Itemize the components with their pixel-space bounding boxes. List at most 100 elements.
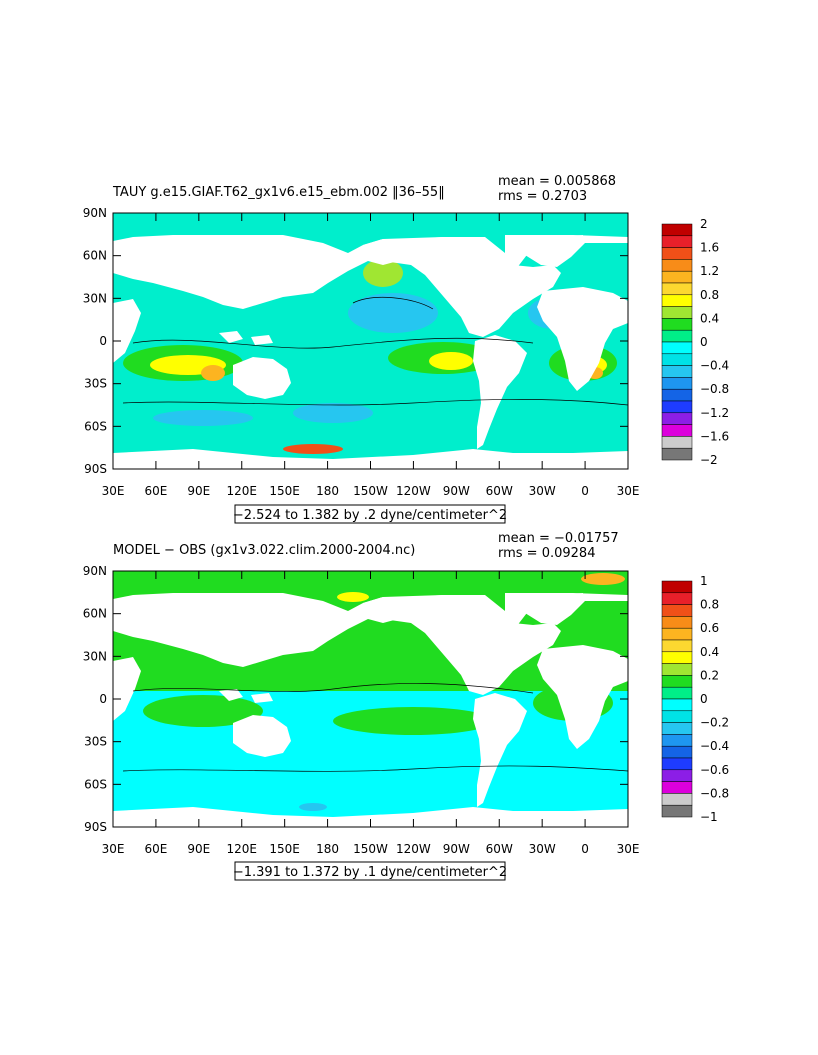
colorbar-swatch (661, 270, 693, 284)
x-tick-label: 90E (187, 484, 210, 498)
panel2-y-ticks: 90N 60N 30N 0 30S 60S 90S (83, 564, 628, 834)
y-tick-label: 30N (83, 291, 107, 305)
colorbar-swatch (661, 306, 693, 319)
y-tick-label: 30S (84, 377, 107, 391)
colorbar-swatch (661, 722, 693, 735)
x-tick-label: 120E (227, 842, 258, 856)
colorbar-swatch (661, 639, 693, 653)
colorbar-swatch (661, 247, 693, 260)
colorbar-label: 0.4 (700, 645, 719, 659)
colorbar-swatch (661, 353, 693, 366)
x-tick-label: 180 (316, 842, 339, 856)
colorbar-swatch (661, 616, 693, 629)
y-tick-label: 90N (83, 206, 107, 220)
panel1-mean: mean = 0.005868 (498, 174, 616, 189)
colorbar-swatch (661, 793, 693, 806)
panel1-range-label: −2.524 to 1.382 by .2 dyne/centimeter^2 (233, 508, 507, 523)
colorbar-label: 0 (700, 692, 708, 706)
panel2-field-patch (143, 695, 263, 727)
panel1-x-ticks: 30E 60E 90E 120E 150E 180 150W 120W 90W 60W 30W 0 30… (102, 213, 639, 498)
y-tick-label: 0 (99, 692, 107, 706)
colorbar-label: −0.4 (700, 359, 729, 373)
colorbar-label: −1 (700, 810, 718, 824)
colorbar-label: 0 (700, 335, 708, 349)
colorbar-label: −1.6 (700, 429, 729, 443)
y-tick-label: 0 (99, 334, 107, 348)
y-tick-label: 60N (83, 249, 107, 263)
colorbar-swatch (661, 769, 693, 782)
x-tick-label: 120W (396, 842, 431, 856)
colorbar-label: 0.8 (700, 598, 719, 612)
y-tick-label: 90S (84, 462, 107, 476)
colorbar-swatch (661, 686, 693, 700)
colorbar-swatch (661, 627, 693, 641)
colorbar-label: −1.2 (700, 406, 729, 420)
x-tick-label: 60W (486, 842, 513, 856)
x-tick-label: 0 (581, 484, 589, 498)
colorbar-swatch (661, 745, 693, 759)
colorbar-label: 2 (700, 217, 708, 231)
colorbar-swatch (661, 580, 693, 594)
panel1-field-patch (283, 444, 343, 454)
colorbar-label: 1.2 (700, 264, 719, 278)
x-tick-label: 60E (144, 484, 167, 498)
colorbar-swatch (661, 282, 693, 296)
colorbar-swatch (661, 259, 693, 272)
colorbar-swatch (661, 447, 693, 461)
colorbar-swatch (661, 592, 693, 605)
panel1-field-patch (293, 403, 373, 423)
x-tick-label: 30W (529, 842, 556, 856)
colorbar-swatch (661, 675, 693, 688)
colorbar-label: −0.8 (700, 786, 729, 800)
y-tick-label: 90S (84, 820, 107, 834)
colorbar-swatch (661, 663, 693, 676)
colorbar-swatch (661, 412, 693, 425)
panel1-field-patch (429, 352, 473, 370)
y-tick-label: 90N (83, 564, 107, 578)
panel2-field-patch (337, 592, 369, 602)
panel2-field-patch (299, 803, 327, 811)
colorbar-swatch (661, 757, 693, 771)
colorbar-swatch (661, 223, 693, 237)
colorbar-label: 0.8 (700, 288, 719, 302)
y-tick-label: 30N (83, 649, 107, 663)
x-tick-label: 90E (187, 842, 210, 856)
colorbar-label: 1.6 (700, 241, 719, 255)
colorbar-label: −0.4 (700, 739, 729, 753)
x-tick-label: 150W (353, 484, 388, 498)
panel1-field-patch (348, 293, 438, 333)
x-tick-label: 120W (396, 484, 431, 498)
colorbar-swatch (661, 365, 693, 378)
colorbar-swatch (661, 424, 693, 437)
panel1-rms: rms = 0.2703 (498, 189, 587, 204)
colorbar-swatch (661, 804, 693, 818)
colorbar-swatch (661, 436, 693, 449)
colorbar-swatch (661, 388, 693, 402)
colorbar-label: −0.2 (700, 716, 729, 730)
colorbar-swatch (661, 341, 693, 355)
colorbar-swatch (661, 781, 693, 794)
panel2-colorbar: 1 0.8 0.6 0.4 0.2 0 −0.2 −0.4 −0.6 −0.8 −1 (661, 574, 729, 824)
colorbar-swatch (661, 604, 693, 617)
colorbar-label: −0.6 (700, 763, 729, 777)
panel1-field-patch (201, 365, 225, 381)
panel2-plot (112, 570, 629, 828)
colorbar-label: 0.4 (700, 311, 719, 325)
x-tick-label: 30E (102, 484, 125, 498)
colorbar-swatch (661, 235, 693, 248)
x-tick-label: 120E (227, 484, 258, 498)
panel2-range-box (234, 861, 506, 881)
panel1-y-ticks: 90N 60N 30N 0 30S 60S 90S (83, 206, 628, 476)
panel2-title: MODEL − OBS (gx1v3.022.clim.2000-2004.nc… (113, 543, 415, 558)
panel2-field-patch (333, 707, 493, 735)
y-tick-label: 60N (83, 607, 107, 621)
panel2-field-patch (581, 573, 625, 585)
colorbar-label: 0.6 (700, 621, 719, 635)
x-tick-label: 180 (316, 484, 339, 498)
colorbar-swatch (661, 318, 693, 331)
x-tick-label: 30E (102, 842, 125, 856)
colorbar-label: −0.8 (700, 382, 729, 396)
x-tick-label: 30W (529, 484, 556, 498)
colorbar-label: 0.2 (700, 668, 719, 682)
